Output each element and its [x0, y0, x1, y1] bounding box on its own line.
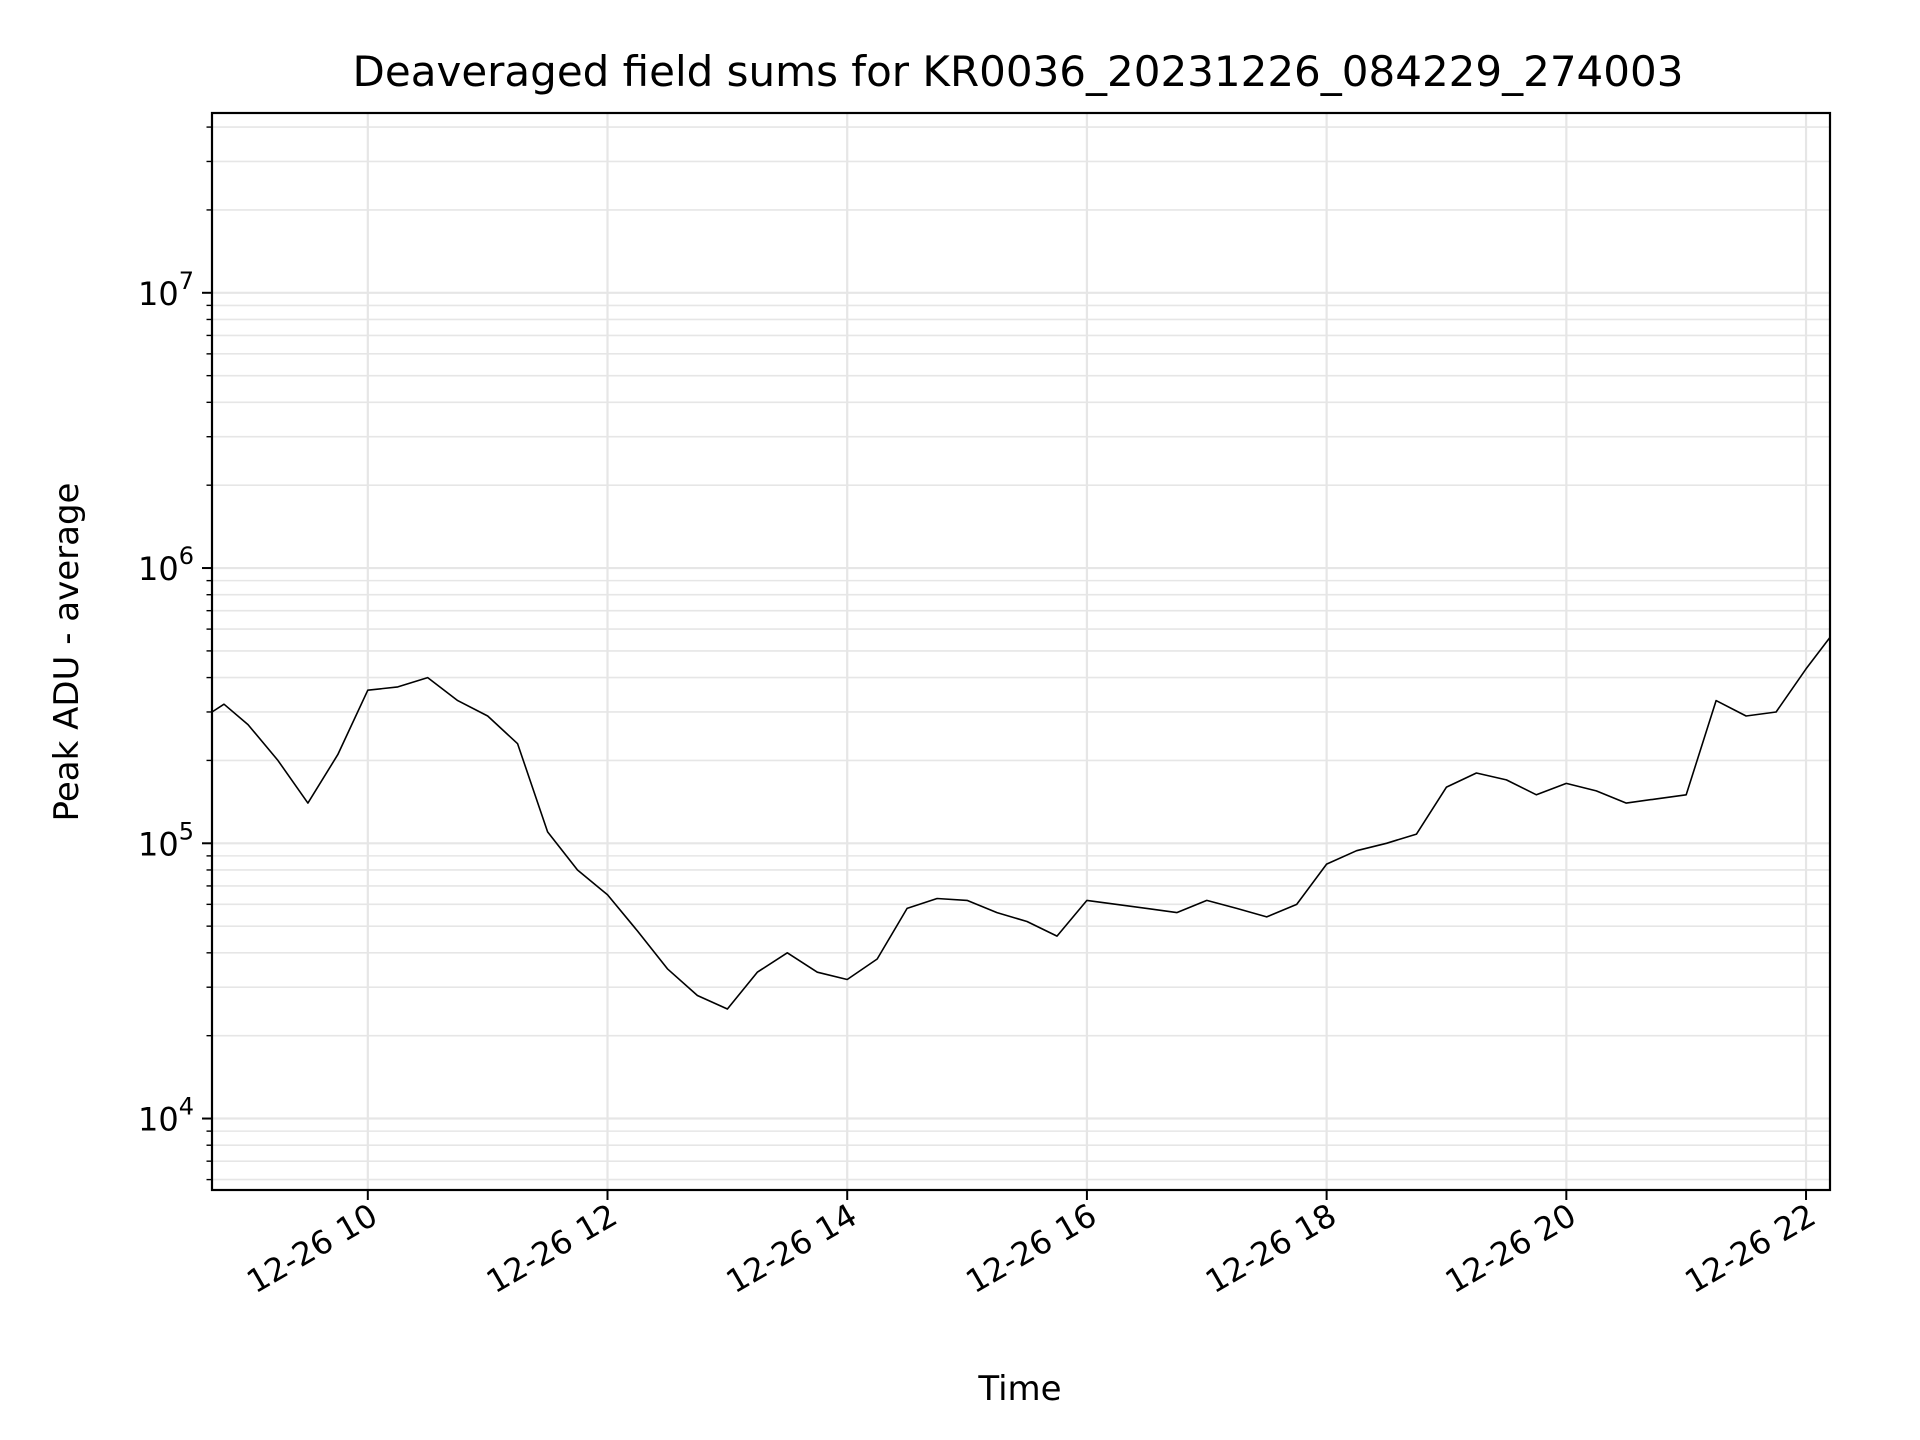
plot-layer [211, 636, 1831, 1010]
series-line [211, 636, 1831, 1010]
x-tick-label: 12-26 22 [1678, 1196, 1822, 1301]
x-tick-label: 12-26 12 [480, 1196, 624, 1301]
grid-layer [212, 113, 1830, 1190]
y-tick-label-exponent: 5 [179, 817, 194, 845]
x-tick-label: 12-26 14 [720, 1196, 864, 1301]
y-tick-label: 104 [138, 1093, 194, 1139]
x-axis-title: Time [977, 1369, 1061, 1409]
y-tick-label-exponent: 7 [179, 267, 194, 295]
chart-title: Deaveraged field sums for KR0036_2023122… [353, 47, 1684, 96]
y-tick-label-base: 10 [138, 550, 179, 588]
x-tick-label: 12-26 20 [1439, 1196, 1583, 1301]
y-axis-title: Peak ADU - average [47, 483, 87, 822]
x-axis: 12-26 10 12-26 12 12-26 14 12-26 16 12-26 18… [240, 1190, 1822, 1301]
x-tick-label: 12-26 18 [1199, 1196, 1343, 1301]
y-tick-label: 105 [138, 817, 194, 863]
x-tick-label: 12-26 16 [959, 1196, 1103, 1301]
x-tick-label: 12-26 10 [240, 1196, 384, 1301]
y-tick-label-base: 10 [138, 275, 179, 313]
y-tick-label-exponent: 6 [179, 542, 194, 570]
y-tick-label: 106 [138, 542, 194, 588]
y-tick-label-base: 10 [138, 825, 179, 863]
y-tick-label-exponent: 4 [179, 1093, 194, 1121]
y-tick-label-base: 10 [138, 1101, 179, 1139]
y-tick-label: 107 [138, 267, 194, 313]
